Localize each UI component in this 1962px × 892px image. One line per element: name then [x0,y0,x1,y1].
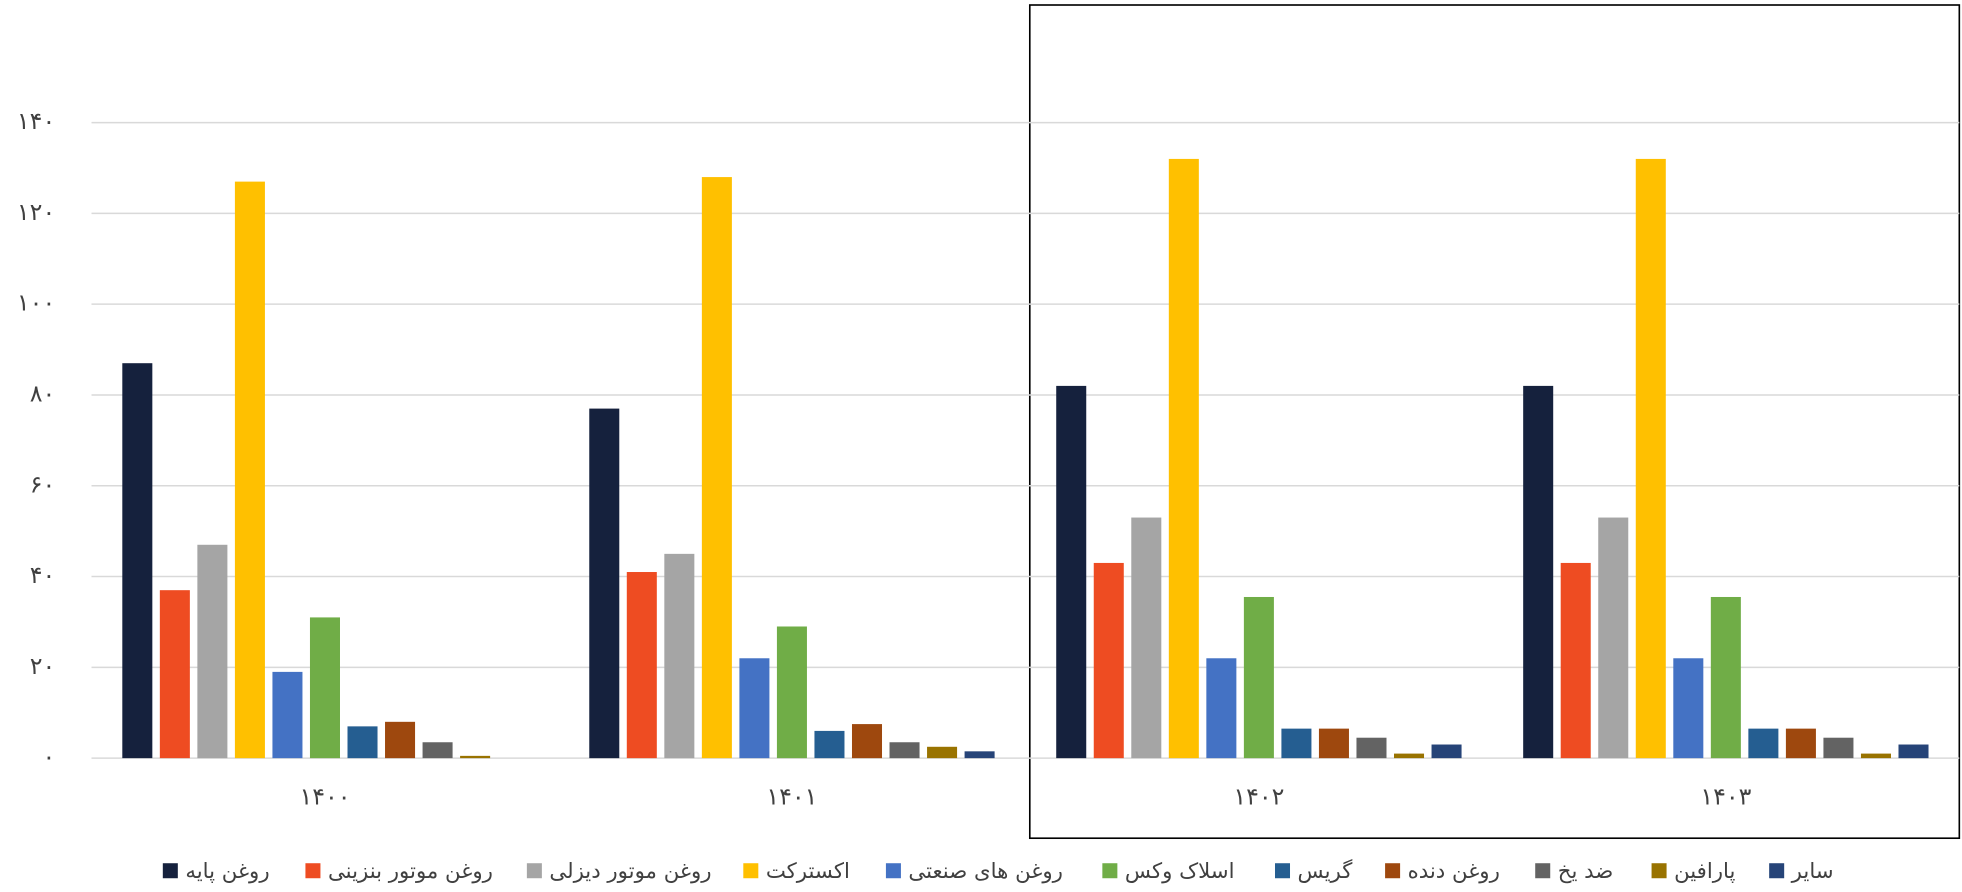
bar [1673,658,1704,759]
legend-swatch [526,863,542,879]
bar [626,572,657,759]
bar [1431,744,1462,759]
bar [1056,385,1087,759]
bar [1560,562,1591,759]
bar [589,408,620,759]
y-tick-label: ۲۰ [30,652,56,680]
bar [1523,385,1554,759]
legend-text: روغن موتور بنزینی [328,859,493,884]
x-tick-label: ۱۴۰۱ [766,783,817,811]
x-tick-label: ۱۴۰۳ [1700,783,1751,811]
y-tick-label: ۸۰ [30,379,56,407]
bar [1898,744,1929,759]
legend-text: روغن های صنعتی [908,859,1062,884]
bar [1860,753,1891,759]
bar [422,742,453,759]
x-tick-label: ۱۴۰۰ [299,783,350,811]
legend-text: گریس [1298,858,1354,884]
bar [460,755,491,759]
bar [1748,728,1779,759]
bar [851,724,883,759]
bar [159,590,190,759]
y-tick-label: ۰ [42,743,55,771]
bar [1356,737,1387,759]
bar [1394,753,1425,759]
bar [272,671,303,759]
bar [1131,517,1162,759]
legend-text: روغن پایه [185,859,269,884]
bar [1281,728,1312,759]
bar [1823,737,1854,759]
legend-swatch [743,863,759,879]
legend-swatch [1102,863,1118,879]
y-tick-label: ۱۰۰ [17,289,55,317]
bar [197,544,228,759]
legend-swatch [885,863,901,879]
legend-text: روغن دنده [1408,859,1500,884]
y-tick-label: ۱۴۰ [17,107,55,135]
bar [1318,728,1349,759]
bar [1206,658,1237,759]
legend-swatch [1535,863,1551,879]
bar [1598,517,1629,759]
bar [1093,562,1124,759]
legend-swatch [1651,863,1667,879]
y-tick-label: ۴۰ [30,561,56,589]
y-tick-label: ۱۲۰ [17,198,55,226]
x-tick-label: ۱۴۰۲ [1233,783,1284,811]
bar [964,751,995,759]
bar [739,658,770,759]
bar [234,181,265,759]
legend-text: ضد یخ [1558,859,1614,884]
bar [814,730,845,759]
bar [664,553,695,759]
legend-swatch [305,863,321,879]
bar [927,746,958,759]
y-tick-label: ۶۰ [30,470,56,498]
bar [1243,596,1274,759]
bar [122,363,153,759]
bar [889,742,920,759]
legend-swatch [1385,863,1401,879]
legend-text: روغن موتور دیزلی [549,859,711,884]
bar [1168,158,1199,759]
legend-text: اکسترکت [766,859,850,884]
bar [1635,158,1666,759]
legend-swatch [1274,863,1291,879]
bar [1710,596,1741,759]
bar [385,721,416,759]
bar [776,626,807,759]
bar [347,726,378,759]
legend-text: پارافین [1674,859,1735,884]
bar [309,617,340,759]
legend-swatch [162,863,178,879]
highlight-box [1028,4,1961,840]
bar [701,177,732,759]
legend-text: اسلاک وکس [1125,859,1235,884]
legend-text: سایر [1791,859,1834,884]
bar [1785,728,1816,759]
legend-swatch [1769,863,1785,879]
